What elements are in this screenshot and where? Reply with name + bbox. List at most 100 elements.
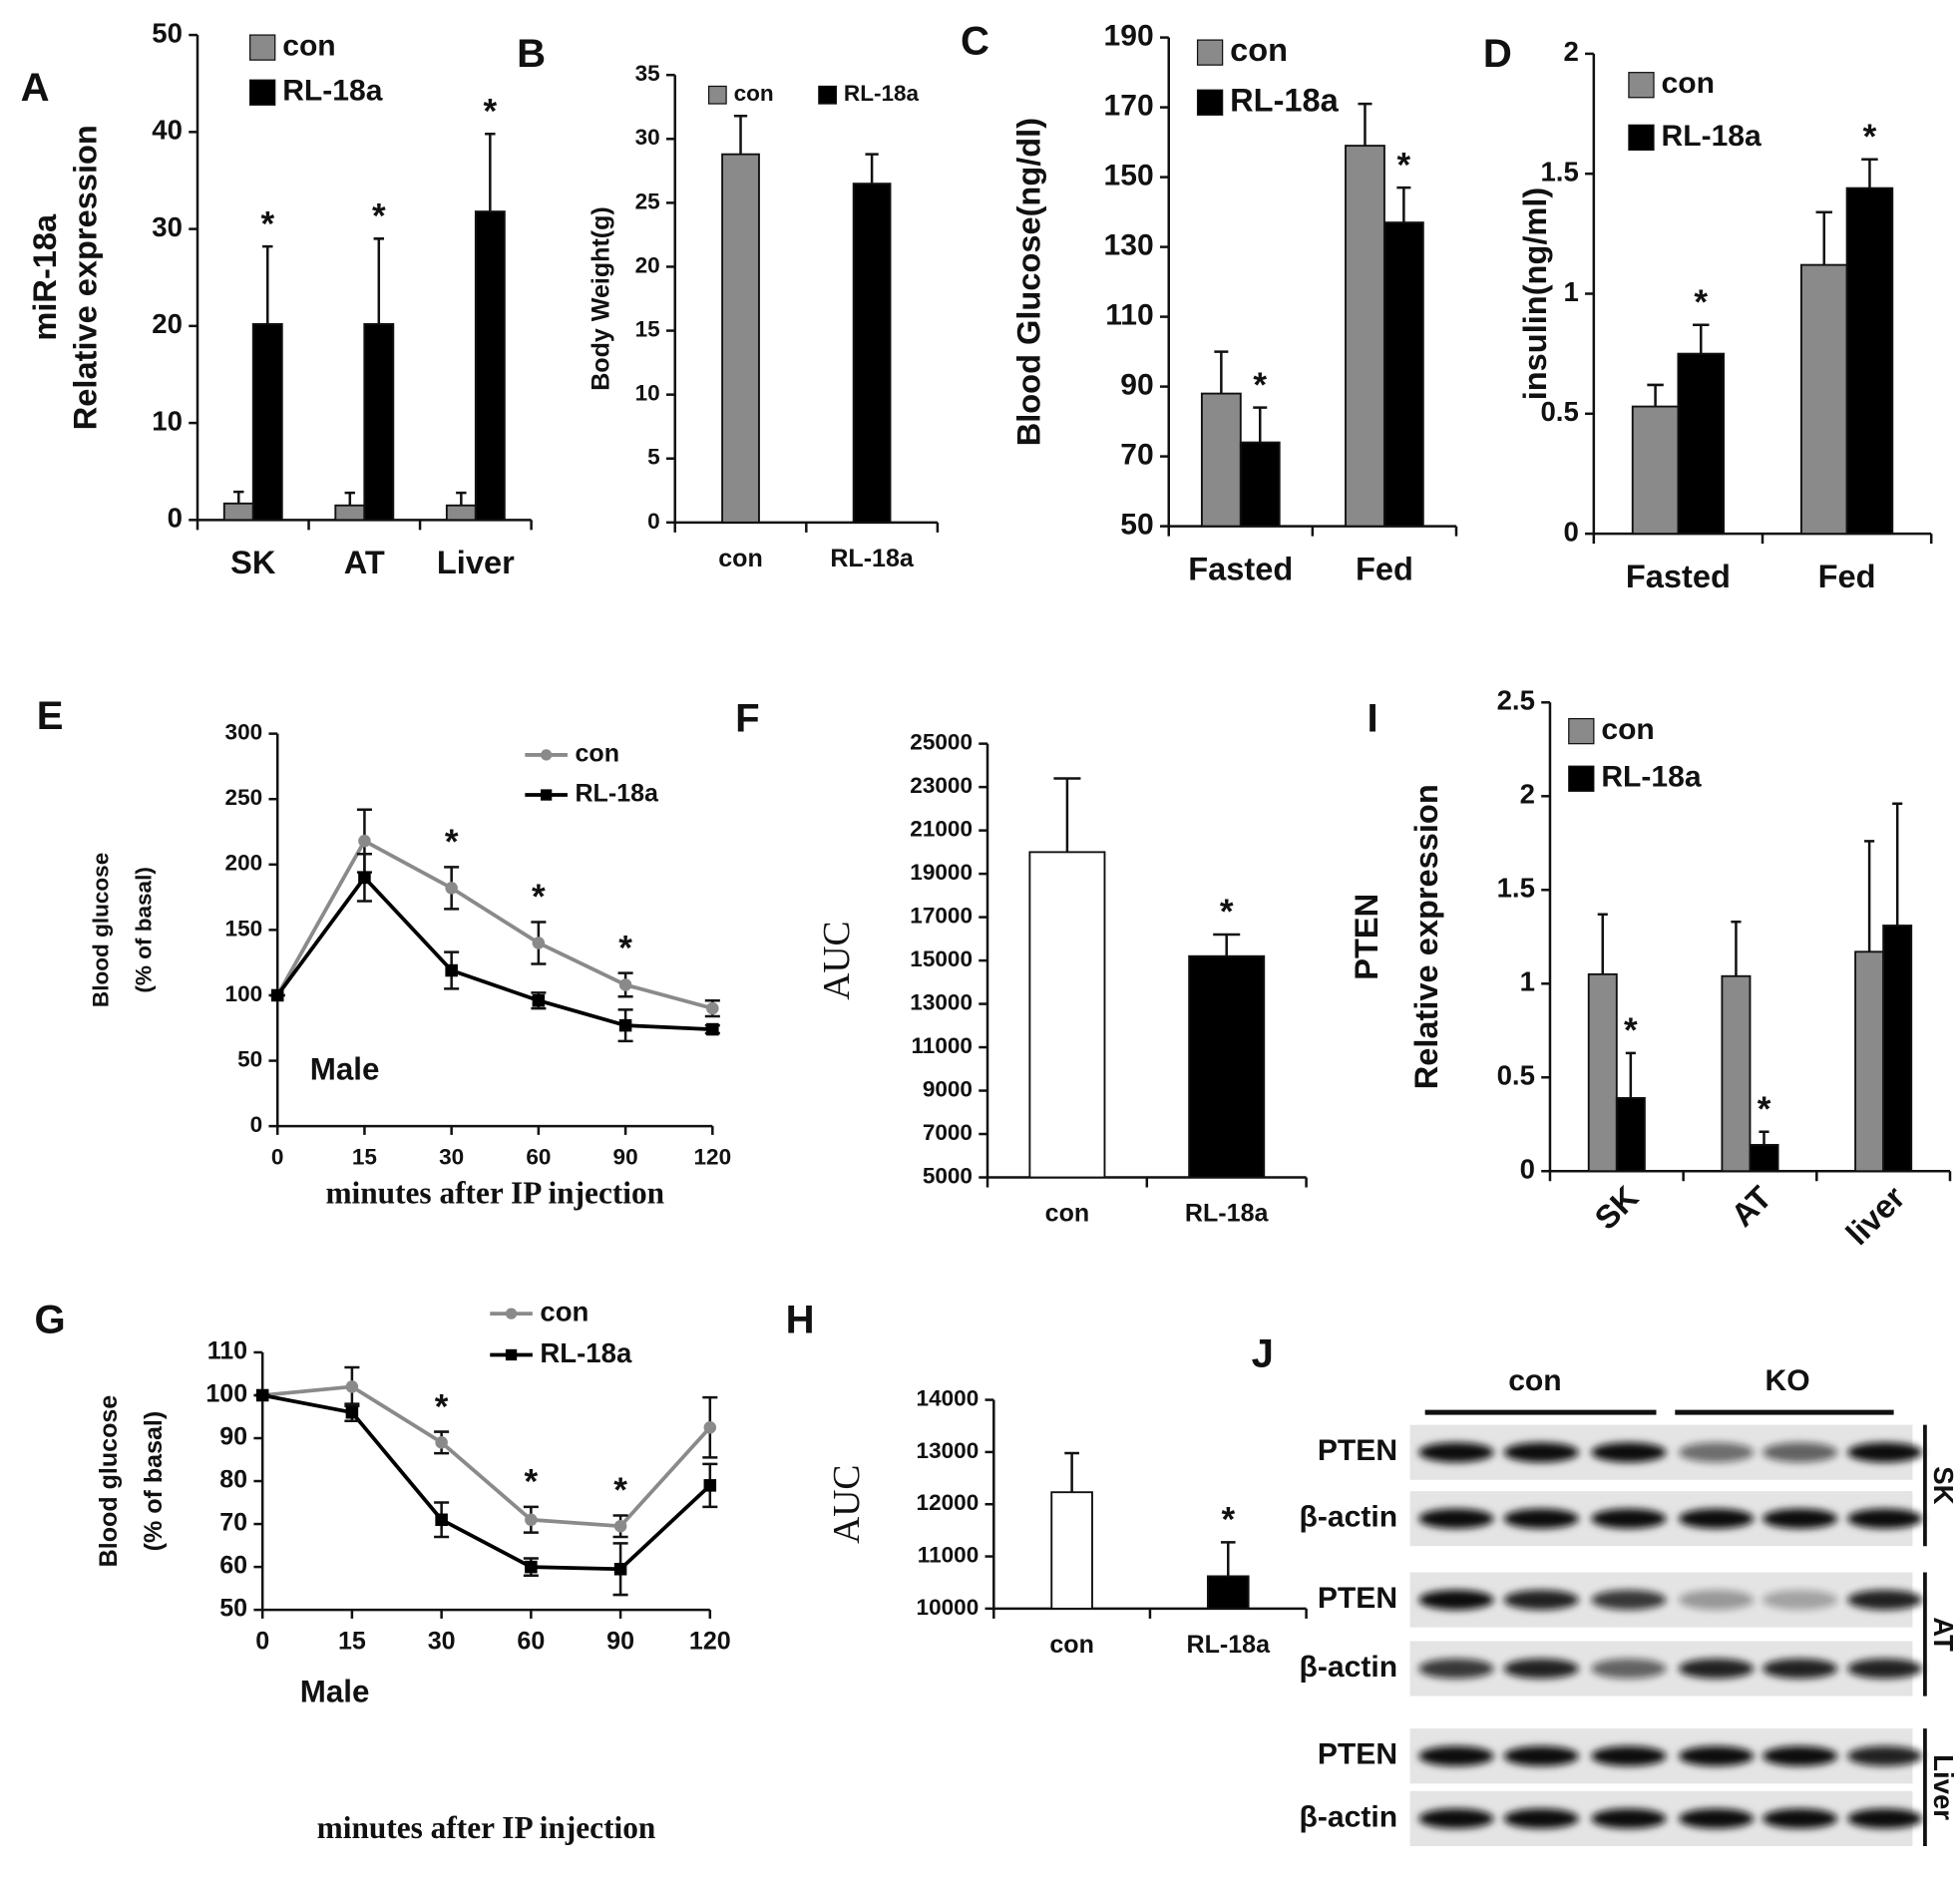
blot-band	[1591, 1808, 1667, 1829]
legend-label: RL-18a	[575, 780, 659, 808]
y-axis-label: AUC	[827, 1465, 868, 1544]
point	[618, 1018, 632, 1032]
legend-label: RL-18a	[540, 1337, 632, 1368]
y-tick-label: 90	[1120, 369, 1153, 402]
blot-band	[1847, 1442, 1923, 1463]
y-tick-label: 0.5	[1497, 1060, 1535, 1091]
bar	[251, 322, 283, 522]
point	[435, 1436, 448, 1449]
bar	[1200, 392, 1242, 528]
y-tick-label: 2	[1563, 36, 1578, 67]
panel-letter: J	[1252, 1331, 1274, 1375]
y-tick-label: 9000	[923, 1076, 973, 1101]
panel-letter: G	[35, 1298, 66, 1341]
error-bar	[1892, 802, 1903, 926]
bar	[222, 502, 254, 522]
legend-label: con	[734, 81, 774, 106]
bar	[363, 322, 395, 522]
y-axis-label: Body Weight(g)	[588, 206, 615, 391]
point	[445, 882, 458, 895]
error-bar	[1220, 1541, 1236, 1577]
blot-band	[1679, 1745, 1755, 1766]
x-tick-label: 60	[526, 1145, 551, 1170]
legend-label: con	[575, 740, 619, 768]
y-tick-label: 35	[635, 61, 660, 86]
x-tick-label: RL-18a	[1187, 1631, 1272, 1659]
row-label: β-actin	[1300, 1800, 1398, 1833]
annotation: Male	[300, 1674, 370, 1708]
y-tick-label: 300	[225, 720, 263, 745]
legend-swatch	[1568, 765, 1595, 792]
significance: *	[1863, 118, 1877, 157]
blot-band	[1847, 1508, 1923, 1529]
blot-band	[1418, 1745, 1494, 1766]
blot-band	[1503, 1658, 1579, 1680]
significance: *	[484, 92, 498, 131]
y-tick-label: 2	[1520, 779, 1535, 810]
blot-band	[1847, 1745, 1923, 1766]
series-line	[261, 1384, 712, 1529]
y-tick-label: 13000	[917, 1438, 980, 1463]
significance: *	[613, 1471, 627, 1510]
y-tick-label: 0	[250, 1112, 263, 1137]
x-axis-label: minutes after IP injection	[317, 1810, 656, 1845]
blot-band	[1763, 1658, 1838, 1680]
point	[706, 1022, 719, 1036]
error-bar	[1253, 406, 1268, 443]
legend-label: con	[1662, 67, 1715, 100]
y-tick-label: 1.5	[1497, 873, 1535, 904]
error-bar	[1213, 933, 1241, 956]
y-tick-label: 40	[152, 115, 183, 146]
point	[358, 871, 371, 885]
blot-band	[1763, 1590, 1838, 1611]
error-bar	[1815, 210, 1832, 265]
bar	[1382, 221, 1424, 528]
blot-band	[1679, 1658, 1755, 1680]
x-tick-label: RL-18a	[830, 545, 915, 572]
point	[703, 1420, 717, 1434]
significance: *	[1221, 1501, 1235, 1540]
group-label: KO	[1765, 1364, 1810, 1397]
bar	[1749, 1143, 1779, 1173]
point	[703, 1479, 717, 1492]
y-tick-label: 1.5	[1540, 156, 1578, 187]
x-tick-label: 15	[352, 1145, 377, 1170]
bar	[1799, 263, 1848, 536]
significance: *	[435, 1387, 449, 1426]
legend-label: RL-18a	[1662, 120, 1763, 153]
y-tick-label: 5	[647, 445, 660, 470]
x-tick-label: 0	[271, 1145, 284, 1170]
error-bar	[733, 114, 748, 155]
y-tick-label: 1	[1520, 966, 1535, 997]
x-tick-label: 120	[694, 1145, 732, 1170]
error-bar	[1861, 158, 1878, 188]
tissue-label: SK	[1928, 1466, 1959, 1504]
error-bar	[233, 490, 244, 504]
point	[541, 789, 553, 801]
y-tick-label: 200	[225, 851, 263, 876]
x-tick-label: Liver	[437, 545, 515, 580]
y-axis-label: insulin(ng/ml)	[1517, 188, 1553, 401]
point	[505, 1348, 518, 1361]
bar	[334, 504, 366, 522]
y-axis-label: Relative expression	[1408, 784, 1444, 1089]
y-tick-label: 50	[152, 17, 183, 48]
y-tick-label: 30	[152, 211, 183, 242]
point	[613, 1519, 627, 1533]
y-axis-label: Relative expression	[67, 125, 103, 430]
bar	[1882, 925, 1913, 1173]
legend-label: con	[1601, 713, 1654, 746]
error-bar	[1647, 383, 1664, 407]
y-tick-label: 170	[1104, 90, 1154, 123]
y-tick-label: 20	[152, 308, 183, 339]
annotation: Male	[310, 1051, 380, 1086]
blot-band	[1503, 1808, 1579, 1829]
x-tick-label: RL-18a	[1185, 1200, 1270, 1228]
bar	[852, 183, 892, 524]
y-tick-label: 1	[1563, 276, 1578, 307]
y-tick-label: 0	[647, 509, 660, 534]
row-label: β-actin	[1300, 1651, 1398, 1684]
blot-band	[1679, 1590, 1755, 1611]
error-bar	[1864, 840, 1875, 952]
